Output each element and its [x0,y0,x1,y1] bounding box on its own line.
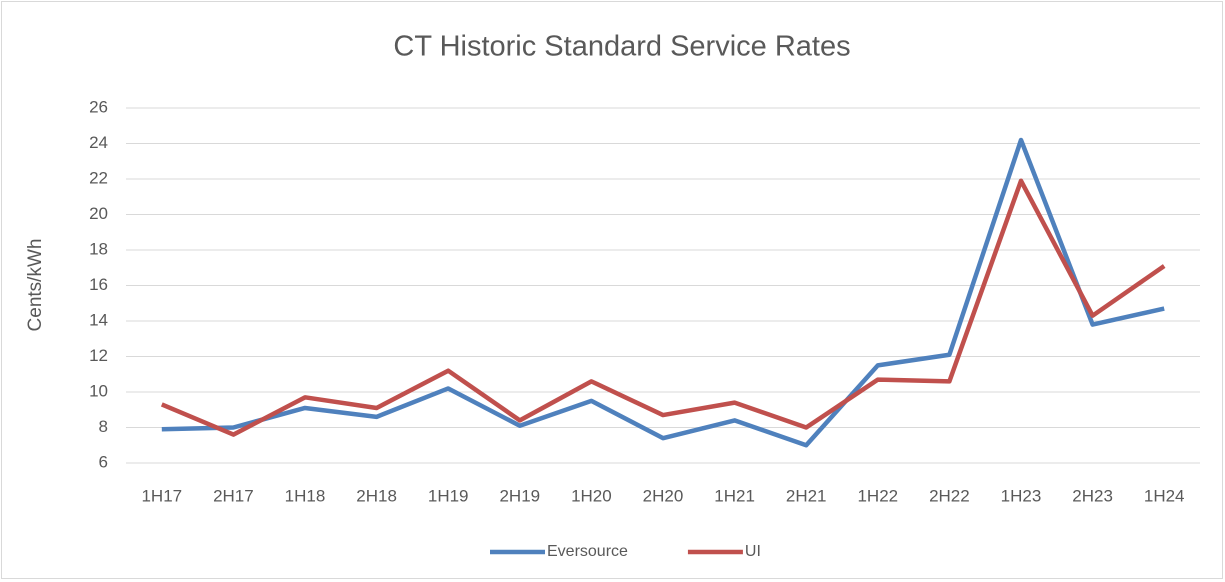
y-tick-label: 14 [89,310,108,329]
legend-label: Eversource [547,543,628,560]
x-tick-label: 1H22 [857,486,898,505]
y-tick-label: 18 [89,239,108,258]
y-tick-label: 22 [89,168,108,187]
x-tick-label: 2H18 [356,486,397,505]
y-tick-label: 12 [89,346,108,365]
x-tick-label: 1H20 [571,486,612,505]
y-tick-label: 20 [89,204,108,223]
legend-label: UI [745,543,761,560]
y-tick-label: 8 [99,417,108,436]
x-tick-label: 2H23 [1072,486,1113,505]
y-tick-label: 24 [89,133,108,152]
x-tick-label: 1H21 [714,486,755,505]
x-tick-label: 1H23 [1001,486,1042,505]
series-line [160,178,1166,437]
y-tick-label: 16 [89,275,108,294]
y-tick-label: 6 [99,452,108,471]
y-tick-label: 10 [89,381,108,400]
x-tick-label: 1H17 [141,486,182,505]
y-axis-label: Cents/kWh [25,239,46,332]
y-tick-label: 26 [89,97,108,116]
x-tick-label: 1H18 [285,486,326,505]
x-tick-label: 2H21 [786,486,827,505]
x-tick-label: 2H19 [499,486,540,505]
x-tick-label: 2H17 [213,486,254,505]
x-tick-label: 1H24 [1144,486,1185,505]
x-tick-label: 1H19 [428,486,469,505]
series-line [161,137,1165,448]
x-tick-label: 2H20 [643,486,684,505]
chart-title: CT Historic Standard Service Rates [393,31,850,63]
x-tick-label: 2H22 [929,486,970,505]
